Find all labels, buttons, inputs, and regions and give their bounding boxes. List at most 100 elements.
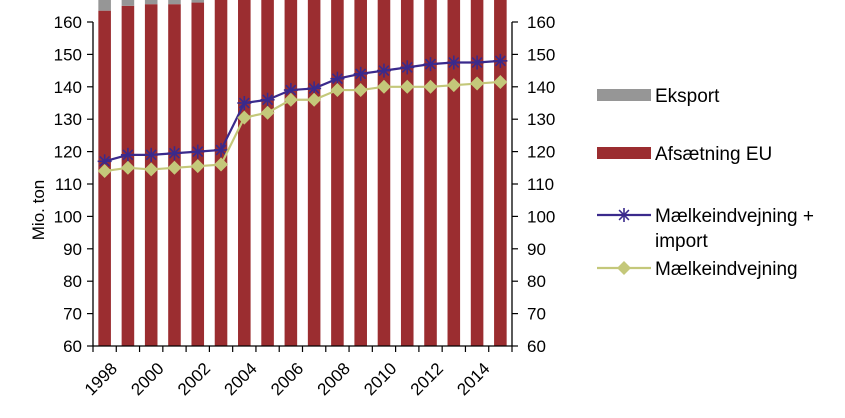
- x-tick-label-2008: 2008: [314, 359, 354, 399]
- point-m-lkeindvejning-import-2013: [446, 55, 461, 70]
- point-m-lkeindvejning-2013: [446, 78, 461, 93]
- y-tick-label-left-150: 150: [54, 45, 82, 64]
- x-tick-label-1998: 1998: [81, 359, 121, 399]
- legend-label-m-lkeindvejning: Mælkeindvejning: [655, 259, 798, 280]
- point-m-lkeindvejning-2012: [423, 79, 438, 94]
- point-m-lkeindvejning-1998: [97, 164, 112, 179]
- x-tick-label-2010: 2010: [360, 359, 400, 399]
- bar-afs-tning-eu-1999: [121, 5, 135, 347]
- bar-afs-tning-eu-2003: [214, 0, 228, 346]
- x-tick-label-2006: 2006: [267, 359, 307, 399]
- bar-afs-tning-eu-2014: [470, 0, 484, 347]
- point-m-lkeindvejning-import-2005: [260, 92, 275, 107]
- bar-eksport-2001: [168, 0, 181, 5]
- bar-afs-tning-eu-2006: [284, 0, 298, 347]
- y-tick-label-right-150: 150: [527, 45, 555, 64]
- point-m-lkeindvejning-import-1999: [120, 147, 135, 162]
- y-tick-label-right-70: 70: [527, 305, 546, 324]
- bar-afs-tning-eu-2007: [307, 0, 321, 346]
- legend-swatch-eksport: [597, 89, 651, 101]
- point-m-lkeindvejning-2009: [353, 83, 368, 98]
- point-m-lkeindvejning-import-2012: [423, 57, 438, 72]
- bar-afs-tning-eu-1998: [98, 10, 111, 346]
- x-tick-label-2012: 2012: [407, 359, 447, 399]
- legend-marker-m-lkeindvejning: [617, 261, 631, 275]
- x-tick-label-2014: 2014: [453, 359, 493, 399]
- y-tick-label-left-60: 60: [63, 337, 82, 356]
- point-m-lkeindvejning-import-2015: [493, 53, 508, 68]
- point-m-lkeindvejning-import-2004: [237, 96, 252, 110]
- point-m-lkeindvejning-import-2011: [400, 60, 415, 75]
- y-tick-label-right-100: 100: [527, 207, 555, 226]
- y-tick-label-right-140: 140: [527, 78, 555, 97]
- point-m-lkeindvejning-2000: [144, 162, 159, 177]
- bar-afs-tning-eu-2008: [331, 0, 344, 346]
- point-m-lkeindvejning-2014: [470, 76, 485, 91]
- point-m-lkeindvejning-2007: [307, 92, 322, 107]
- bar-eksport-1999: [121, 0, 135, 6]
- y-tick-label-left-110: 110: [55, 175, 82, 194]
- line-m-lkeindvejning-import: [104, 59, 501, 163]
- y-tick-label-right-130: 130: [527, 110, 555, 129]
- x-tick-label-2002: 2002: [174, 359, 214, 399]
- y-tick-label-left-120: 120: [54, 143, 82, 162]
- point-m-lkeindvejning-import-2014: [470, 55, 485, 70]
- point-m-lkeindvejning-2006: [283, 92, 298, 107]
- point-m-lkeindvejning-2011: [400, 79, 415, 94]
- point-m-lkeindvejning-2001: [167, 160, 182, 175]
- bar-afs-tning-eu-2001: [168, 4, 181, 347]
- x-tick-label-2000: 2000: [127, 359, 167, 399]
- y-tick-label-left-130: 130: [54, 110, 82, 129]
- x-tick-label-2004: 2004: [221, 359, 261, 399]
- y-tick-label-left-140: 140: [54, 78, 82, 97]
- legend-label-eksport: Eksport: [655, 86, 720, 107]
- point-m-lkeindvejning-import-2000: [144, 147, 159, 162]
- y-tick-label-right-90: 90: [527, 240, 546, 259]
- y-tick-label-left-100: 100: [54, 207, 82, 226]
- y-tick-label-right-110: 110: [527, 175, 554, 194]
- point-m-lkeindvejning-2008: [330, 83, 345, 98]
- y-tick-label-left-90: 90: [63, 240, 82, 259]
- bar-afs-tning-eu-2010: [377, 0, 391, 346]
- plot-area: 60 60 70 70 80 80 90 90 100 100 110 110 120 120 130 130…: [54, 0, 555, 399]
- bar-eksport-2000: [144, 0, 158, 5]
- legend-label-m-lkeindvejning: Mælkeindvejning +: [655, 206, 814, 227]
- bar-afs-tning-eu-2002: [191, 2, 205, 347]
- point-m-lkeindvejning-1999: [120, 160, 135, 175]
- bar-afs-tning-eu-2004: [238, 0, 251, 346]
- point-m-lkeindvejning-2010: [376, 79, 391, 94]
- y-axis-title: Mio. ton: [29, 180, 48, 240]
- bar-eksport-2002: [191, 0, 205, 3]
- legend: Eksport Afsætning EU Mælkeindvejning + impo…: [597, 86, 814, 280]
- bar-eksport-1998: [98, 0, 111, 11]
- legend-swatch-afs-tning-eu: [597, 147, 651, 159]
- y-tick-label-right-60: 60: [527, 337, 546, 356]
- point-m-lkeindvejning-import-2003: [214, 142, 229, 157]
- y-tick-label-right-120: 120: [527, 143, 555, 162]
- point-m-lkeindvejning-import-2006: [283, 83, 298, 98]
- bar-afs-tning-eu-2005: [261, 0, 274, 346]
- point-m-lkeindvejning-2003: [214, 157, 229, 172]
- point-m-lkeindvejning-2005: [260, 105, 275, 120]
- bar-afs-tning-eu-2012: [424, 0, 437, 346]
- y-tick-label-left-80: 80: [63, 272, 82, 291]
- point-m-lkeindvejning-2015: [493, 74, 508, 89]
- legend-label-m-lkeindvejning-line2: import: [655, 231, 709, 252]
- line-m-lkeindvejning: [104, 80, 501, 173]
- point-m-lkeindvejning-import-2001: [167, 146, 182, 161]
- bar-afs-tning-eu-2013: [447, 0, 461, 346]
- bar-afs-tning-eu-2011: [400, 0, 414, 346]
- point-m-lkeindvejning-import-2009: [353, 66, 368, 81]
- y-tick-label-left-160: 160: [54, 13, 82, 32]
- point-m-lkeindvejning-import-2010: [376, 63, 391, 78]
- y-tick-label-right-160: 160: [527, 13, 555, 32]
- point-m-lkeindvejning-2002: [190, 159, 205, 174]
- legend-marker-m-lkeindvejning: [617, 208, 631, 222]
- legend-label-afs-tning-eu: Afsætning EU: [655, 144, 772, 165]
- point-m-lkeindvejning-import-2002: [190, 144, 205, 159]
- y-tick-label-left-70: 70: [63, 305, 82, 324]
- bar-afs-tning-eu-2009: [354, 0, 367, 347]
- point-m-lkeindvejning-2004: [237, 110, 252, 125]
- y-tick-label-right-80: 80: [527, 272, 546, 291]
